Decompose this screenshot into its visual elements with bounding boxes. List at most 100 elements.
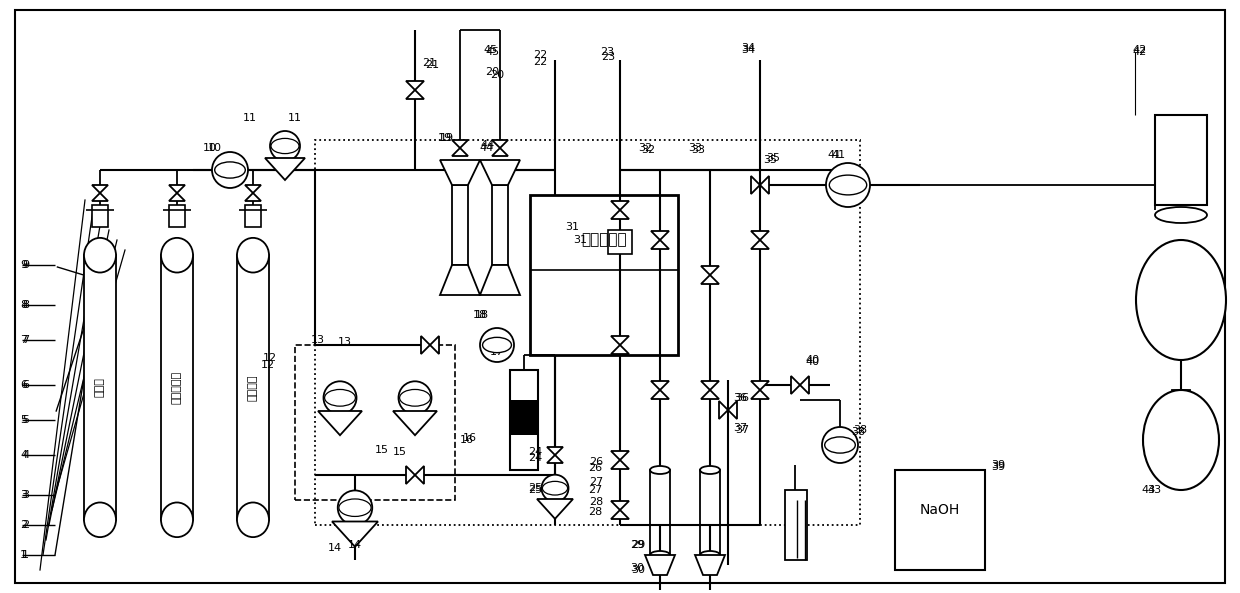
Text: 25: 25 bbox=[528, 483, 542, 493]
Ellipse shape bbox=[325, 390, 356, 406]
Polygon shape bbox=[246, 193, 260, 201]
Polygon shape bbox=[701, 381, 719, 390]
Text: 44: 44 bbox=[480, 143, 494, 153]
Text: 30: 30 bbox=[630, 563, 644, 573]
Text: 32: 32 bbox=[637, 143, 652, 153]
Text: 19: 19 bbox=[438, 133, 453, 143]
Ellipse shape bbox=[84, 502, 117, 537]
Text: 2: 2 bbox=[22, 520, 29, 530]
Polygon shape bbox=[611, 210, 629, 219]
Text: 含硫气瓶: 含硫气瓶 bbox=[248, 374, 258, 401]
Polygon shape bbox=[169, 185, 185, 193]
Ellipse shape bbox=[215, 162, 246, 178]
Text: 36: 36 bbox=[735, 393, 749, 403]
Polygon shape bbox=[719, 401, 728, 419]
Text: 11: 11 bbox=[288, 113, 303, 123]
Text: 44: 44 bbox=[481, 140, 495, 150]
Bar bbox=[161, 255, 193, 520]
Polygon shape bbox=[694, 555, 725, 575]
Bar bbox=[237, 255, 269, 520]
Polygon shape bbox=[440, 160, 480, 185]
Text: 38: 38 bbox=[851, 427, 866, 437]
Bar bbox=[453, 185, 467, 265]
Ellipse shape bbox=[825, 437, 856, 453]
Bar bbox=[608, 230, 632, 254]
Polygon shape bbox=[800, 376, 808, 394]
Polygon shape bbox=[701, 275, 719, 284]
Text: 38: 38 bbox=[853, 425, 867, 435]
Ellipse shape bbox=[482, 337, 511, 353]
Text: 3: 3 bbox=[22, 490, 29, 500]
Text: 23: 23 bbox=[600, 47, 614, 57]
Text: 29: 29 bbox=[631, 540, 645, 550]
Text: 28: 28 bbox=[589, 497, 603, 507]
Text: 12: 12 bbox=[260, 360, 275, 370]
Text: 42: 42 bbox=[1133, 47, 1147, 57]
Text: 40: 40 bbox=[806, 355, 820, 365]
Text: 2: 2 bbox=[20, 520, 27, 530]
Circle shape bbox=[398, 381, 432, 415]
Text: 3: 3 bbox=[20, 490, 27, 500]
Text: 35: 35 bbox=[763, 155, 777, 165]
Ellipse shape bbox=[272, 138, 299, 154]
Circle shape bbox=[212, 152, 248, 188]
Polygon shape bbox=[405, 81, 424, 90]
Text: 15: 15 bbox=[393, 447, 407, 457]
Bar bbox=[701, 470, 720, 555]
Polygon shape bbox=[92, 185, 108, 193]
Text: 二氧化碳瓶: 二氧化碳瓶 bbox=[172, 371, 182, 404]
Polygon shape bbox=[422, 336, 430, 354]
Text: 16: 16 bbox=[460, 435, 474, 445]
Ellipse shape bbox=[399, 390, 430, 406]
Polygon shape bbox=[651, 390, 670, 399]
Text: 9: 9 bbox=[22, 260, 29, 270]
Polygon shape bbox=[611, 336, 629, 345]
Bar bbox=[1154, 115, 1207, 205]
Text: 14: 14 bbox=[348, 540, 362, 550]
Text: 7: 7 bbox=[22, 335, 29, 345]
Bar bbox=[1172, 390, 1190, 420]
Text: 39: 39 bbox=[991, 460, 1006, 470]
Bar bbox=[650, 470, 670, 555]
Polygon shape bbox=[492, 140, 508, 148]
Polygon shape bbox=[791, 376, 800, 394]
Polygon shape bbox=[651, 240, 670, 249]
Ellipse shape bbox=[237, 238, 269, 273]
Text: 5: 5 bbox=[20, 415, 27, 425]
Text: 37: 37 bbox=[733, 423, 746, 433]
Ellipse shape bbox=[237, 502, 269, 537]
Polygon shape bbox=[611, 460, 629, 469]
Ellipse shape bbox=[650, 466, 670, 474]
Polygon shape bbox=[751, 176, 760, 194]
Text: NaOH: NaOH bbox=[920, 503, 960, 517]
Text: 41: 41 bbox=[828, 150, 842, 160]
Polygon shape bbox=[611, 345, 629, 354]
Text: 29: 29 bbox=[630, 540, 644, 550]
Bar bbox=[492, 185, 508, 265]
Text: 33: 33 bbox=[688, 143, 702, 153]
Ellipse shape bbox=[701, 466, 720, 474]
Bar bbox=[510, 400, 538, 435]
Ellipse shape bbox=[650, 551, 670, 559]
Bar bbox=[542, 235, 565, 259]
Text: 13: 13 bbox=[311, 335, 325, 345]
Text: 26: 26 bbox=[588, 463, 603, 473]
Text: 23: 23 bbox=[601, 52, 615, 62]
Bar bbox=[785, 490, 807, 560]
Text: 12: 12 bbox=[263, 353, 277, 363]
Text: 18: 18 bbox=[472, 310, 487, 320]
Polygon shape bbox=[430, 336, 439, 354]
Text: 25: 25 bbox=[528, 485, 542, 495]
Bar bbox=[295, 345, 455, 500]
Polygon shape bbox=[760, 176, 769, 194]
Polygon shape bbox=[547, 455, 563, 463]
Circle shape bbox=[822, 427, 858, 463]
Text: 5: 5 bbox=[22, 415, 29, 425]
Text: 24: 24 bbox=[528, 447, 542, 457]
Text: 20: 20 bbox=[485, 67, 498, 77]
Bar bbox=[169, 205, 185, 227]
Text: 10: 10 bbox=[208, 143, 222, 153]
Polygon shape bbox=[537, 499, 573, 519]
Circle shape bbox=[480, 328, 515, 362]
Text: 6: 6 bbox=[20, 380, 27, 390]
